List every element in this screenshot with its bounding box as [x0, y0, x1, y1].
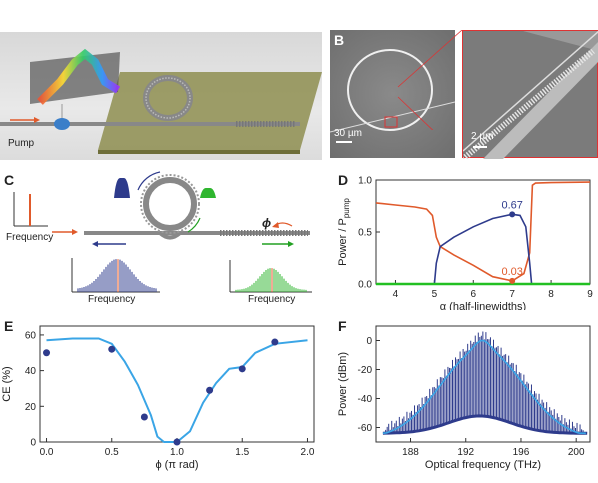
x-tick-label: 0.5 — [105, 447, 119, 458]
ce-curve — [46, 337, 308, 443]
y-tick-label: 60 — [25, 330, 37, 341]
y-tick-label: -40 — [358, 394, 373, 405]
x-tick-label: 6 — [470, 289, 476, 300]
series-line — [433, 213, 533, 285]
x-tick-label: 2.0 — [301, 447, 315, 458]
phi-label: ϕ — [262, 216, 272, 230]
panel-letter-f: F — [338, 318, 347, 334]
x-tick-label: 7 — [509, 289, 515, 300]
y-axis-label: CE (%) — [1, 366, 13, 401]
plot-frame — [375, 325, 591, 443]
grating-sem — [461, 48, 595, 162]
panel-letter-b: B — [334, 32, 345, 48]
y-tick-label: 0.0 — [358, 280, 372, 291]
pulse-green — [200, 188, 216, 198]
x-tick-label: 192 — [457, 447, 474, 458]
panel-b-sem-main: 30 µm — [329, 30, 456, 158]
blue-comb — [77, 259, 157, 292]
spectrometer-icon — [54, 118, 70, 130]
panel-letter-d: D — [338, 172, 349, 188]
chart-e: 0.0 0.5 1.0 1.5 2.0 0 20 40 60 ϕ (π rad) CE (%) — [1, 325, 315, 471]
scale-bar-zoom: 2 µm — [471, 131, 494, 142]
ce-data-point — [43, 349, 51, 357]
zoom-connectors — [397, 30, 463, 130]
y-tick-label: 0 — [366, 336, 372, 347]
zoom-box — [384, 116, 398, 128]
ce-data-point — [173, 438, 181, 446]
x-axis-label: Optical frequency (THz) — [425, 459, 541, 471]
ce-data-point — [238, 365, 246, 373]
annotation-label: 0.03 — [501, 266, 522, 278]
panel-letter-c: C — [4, 172, 15, 188]
waveguide-sem — [483, 42, 598, 159]
y-tick-label: -20 — [358, 365, 373, 376]
series-line — [375, 181, 591, 282]
ce-data-point — [206, 386, 214, 394]
x-axis-label: ϕ (π rad) — [155, 459, 198, 471]
y-axis-label: Power / Ppump — [337, 198, 351, 266]
x-tick-label: 1.5 — [235, 447, 249, 458]
freq-label-2: Frequency — [88, 294, 136, 305]
freq-label-1: Frequency — [6, 232, 54, 243]
x-tick-label: 0.0 — [40, 447, 54, 458]
y-tick-label: 40 — [25, 366, 37, 377]
x-tick-label: 200 — [568, 447, 585, 458]
ring-schematic — [143, 177, 197, 231]
panel-letter-e: E — [4, 318, 14, 334]
x-tick-label: 4 — [393, 289, 399, 300]
panel-b-sem-zoom: 2 µm — [461, 30, 598, 162]
x-tick-label: 1.0 — [170, 447, 184, 458]
freq-label-3: Frequency — [248, 294, 296, 305]
pulse-blue — [114, 178, 130, 198]
ce-data-point — [271, 338, 279, 346]
x-tick-label: 188 — [402, 447, 419, 458]
y-tick-label: 1.0 — [358, 176, 372, 187]
annotation-point — [509, 211, 516, 218]
chip-substrate — [98, 72, 322, 150]
panel-a-render: Pump — [0, 32, 322, 160]
plot-frame — [375, 179, 591, 285]
chart-d: 4 5 6 7 8 9 0.0 0.5 1.0 α (half-linewidths) Power … — [337, 176, 593, 311]
panel-c-schematic — [13, 171, 312, 293]
annotation-point — [509, 277, 516, 284]
annotation-label: 0.67 — [501, 199, 522, 211]
green-comb — [235, 268, 307, 292]
x-tick-label: 5 — [432, 289, 438, 300]
y-tick-label: 0.5 — [358, 228, 372, 239]
scale-bar-main: 30 µm — [334, 128, 362, 139]
pump-arrow-icon — [34, 117, 40, 123]
ce-data-point — [108, 345, 116, 353]
pump-label: Pump — [8, 138, 35, 149]
ce-data-point — [140, 413, 148, 421]
spectrum-floor — [382, 414, 588, 435]
chart-f: 188 192 196 200 0 -20 -40 -60 Optical frequency … — [337, 325, 591, 471]
x-tick-label: 9 — [587, 289, 593, 300]
y-tick-label: 20 — [25, 402, 37, 413]
y-tick-label: 0 — [30, 438, 36, 449]
y-tick-label: -60 — [358, 423, 373, 434]
x-tick-label: 196 — [513, 447, 530, 458]
x-tick-label: 8 — [548, 289, 554, 300]
ring-sem — [347, 49, 433, 131]
spectrum-envelope — [382, 339, 586, 435]
panel-a-illustration — [0, 48, 322, 154]
y-axis-label: Power (dBm) — [337, 352, 349, 416]
x-axis-label: α (half-linewidths) — [440, 301, 526, 310]
